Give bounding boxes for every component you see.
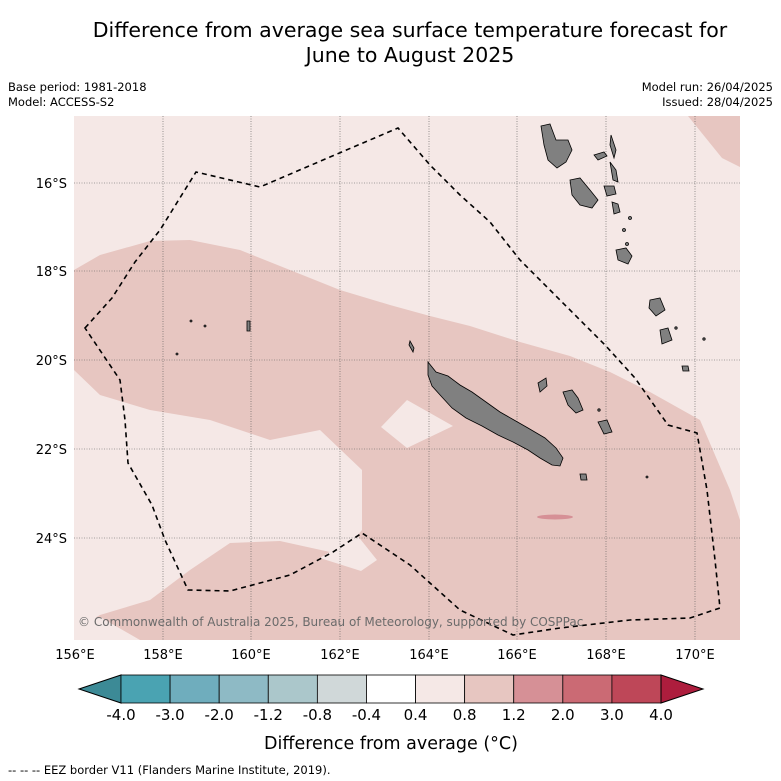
- colorbar-segment: [562, 674, 613, 704]
- islet-3: [628, 216, 632, 220]
- colorbar-tick-label: 2.0: [551, 706, 575, 724]
- lon-label: 170°E: [675, 648, 715, 663]
- model-name: Model: ACCESS-S2: [8, 95, 115, 109]
- colorbar-segment: [316, 674, 367, 704]
- lon-axis: 156°E 158°E 160°E 162°E 164°E 166°E 168°…: [55, 648, 715, 663]
- lon-label: 156°E: [55, 648, 95, 663]
- lon-label: 168°E: [586, 648, 626, 663]
- colorbar-tick-label: -3.0: [155, 706, 184, 724]
- anomaly-field-1-2-2-0: [537, 514, 573, 520]
- title-line-2: June to August 2025: [305, 43, 515, 67]
- issued-date: Issued: 28/04/2025: [662, 95, 773, 109]
- colorbar-tick-label: 0.4: [404, 706, 428, 724]
- islet-6: [189, 319, 193, 323]
- lat-label: 20°S: [36, 354, 67, 369]
- pentecost-island: [609, 161, 619, 183]
- epi-island: [611, 201, 621, 215]
- new-caledonia-land: [427, 360, 564, 467]
- islet-2: [625, 242, 629, 246]
- colorbar: -4.0 -3.0 -2.0 -1.2 -0.8 -0.4 0.4 0.8 1.2 2.0 3.0 4…: [77, 674, 705, 724]
- colorbar-tick-label: -0.8: [303, 706, 332, 724]
- colorbar-segment: [611, 674, 662, 704]
- chesterfield-islet: [246, 320, 251, 332]
- colorbar-low-extend: [77, 674, 122, 704]
- title-line-1: Difference from average sea surface temp…: [92, 18, 728, 42]
- espiritu-santo: [540, 123, 573, 169]
- lat-label: 18°S: [36, 265, 67, 280]
- islet-1: [622, 228, 626, 232]
- colorbar-tick-label: 3.0: [600, 706, 624, 724]
- anomaly-corner-left: [74, 617, 140, 640]
- colorbar-tick-label: -2.0: [205, 706, 234, 724]
- lon-label: 166°E: [497, 648, 537, 663]
- islet-5: [702, 337, 706, 341]
- colorbar-segment: [120, 674, 171, 704]
- meta-left: Base period: 1981-2018 Model: ACCESS-S2: [8, 80, 147, 110]
- lat-label: 22°S: [36, 443, 67, 458]
- base-period: Base period: 1981-2018: [8, 80, 147, 94]
- islet-7: [203, 324, 207, 328]
- meta-right: Model run: 26/04/2025 Issued: 28/04/2025: [642, 80, 773, 110]
- colorbar-tick-label: 1.2: [502, 706, 526, 724]
- islet-4: [674, 326, 678, 330]
- malekula: [569, 177, 599, 209]
- ambae-island: [593, 151, 608, 161]
- eez-legend-note: -- -- -- EEZ border V11 (Flanders Marine…: [8, 763, 331, 777]
- model-run: Model run: 26/04/2025: [641, 80, 773, 94]
- lon-label: 158°E: [143, 648, 183, 663]
- colorbar-tick-label: -0.4: [352, 706, 381, 724]
- mare-island: [597, 419, 613, 435]
- lon-label: 164°E: [409, 648, 449, 663]
- landmasses: [175, 123, 706, 481]
- copyright-note: © Commonwealth of Australia 2025, Bureau…: [78, 615, 583, 629]
- colorbar-segment: [267, 674, 318, 704]
- colorbar-tick-label: -4.0: [106, 706, 135, 724]
- lifou-island: [562, 389, 584, 414]
- eez-border: [83, 127, 721, 636]
- colorbar-tick-label: -1.2: [254, 706, 283, 724]
- colorbar-segment: [513, 674, 564, 704]
- graticule: [74, 116, 740, 640]
- chart-title: Difference from average sea surface temp…: [40, 18, 780, 68]
- efate-island: [615, 247, 633, 265]
- colorbar-tick-label: 0.8: [453, 706, 477, 724]
- map-area: © Commonwealth of Australia 2025, Bureau…: [74, 116, 740, 640]
- islet-10: [645, 475, 649, 479]
- lat-label: 16°S: [36, 177, 67, 192]
- lat-label: 24°S: [36, 532, 67, 547]
- ouvea-island: [537, 377, 548, 393]
- erromango-island: [648, 297, 666, 317]
- anomaly-hole-1: [381, 400, 453, 448]
- colorbar-segment: [415, 674, 466, 704]
- lon-label: 160°E: [231, 648, 271, 663]
- islet-8: [175, 352, 179, 356]
- lon-label: 162°E: [320, 648, 360, 663]
- ambrym-island: [603, 185, 617, 197]
- colorbar-label: Difference from average (°C): [264, 734, 518, 754]
- colorbar-segment: [464, 674, 515, 704]
- anomaly-hole-2: [320, 535, 377, 571]
- maewo-island: [609, 134, 617, 160]
- colorbar-segment: [169, 674, 220, 704]
- colorbar-segment: [218, 674, 269, 704]
- aneityum-island: [681, 365, 690, 372]
- colorbar-high-extend: [660, 674, 705, 704]
- anomaly-corner-topright: [688, 116, 740, 167]
- lat-axis: 16°S 18°S 20°S 22°S 24°S: [36, 177, 67, 547]
- tanna-island: [659, 327, 673, 345]
- belep-islet: [408, 339, 415, 354]
- isle-of-pines: [579, 473, 588, 481]
- colorbar-tick-label: 4.0: [649, 706, 673, 724]
- islet-9: [597, 408, 601, 412]
- colorbar-segment: [366, 674, 416, 704]
